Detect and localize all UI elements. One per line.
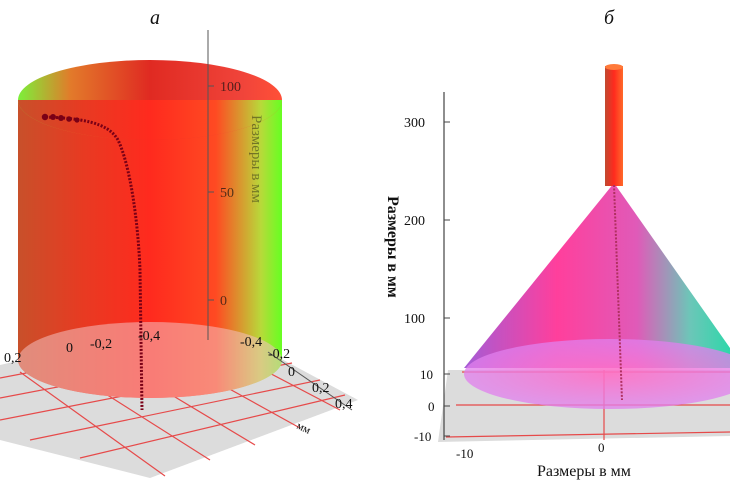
a-front-tick-1: 0,2 (4, 351, 22, 366)
cylinder-base (18, 322, 282, 398)
panel-b-base-ticks: 10 0 -10 (414, 367, 450, 444)
cylinder-body (18, 100, 282, 398)
b-y-tick-300: 300 (404, 116, 425, 131)
a-right-tick-3: 0,2 (312, 381, 330, 396)
cone-tube-top (605, 64, 623, 70)
panel-b-y-ticks: 300 200 100 (404, 116, 450, 327)
z-tick-0: 0 (220, 294, 227, 309)
cone-tube (605, 66, 623, 186)
a-right-tick-1: -0,2 (268, 347, 290, 362)
b-y-tick-100: 100 (404, 312, 425, 327)
cone-base (464, 339, 730, 409)
b-y-tick-200: 200 (404, 214, 425, 229)
a-front-tick-4: -0,4 (138, 329, 160, 344)
a-front-tick-3: -0,2 (90, 337, 112, 352)
panel-a-front-axis: 0,2 0 -0,2 -0,4 -0,4 (4, 329, 262, 366)
z-tick-100: 100 (220, 80, 241, 95)
b-x-tick-0: 0 (598, 440, 605, 455)
b-base-tick-10: 10 (420, 367, 433, 382)
panel-b-trajectory (613, 184, 623, 401)
b-base-tick-minus10: -10 (414, 429, 431, 444)
panel-b-y-title: Размеры в мм (384, 196, 401, 298)
panel-b-x-ticks: -10 0 (456, 440, 605, 461)
a-right-tick-4: 0,4 (335, 397, 353, 412)
panel-b: б 300 200 100 Размеры в мм 10 0 -10 (384, 7, 730, 480)
a-front-tick-2: 0 (66, 341, 73, 356)
panel-b-x-title: Размеры в мм (537, 463, 631, 480)
cylinder-front-rim (18, 100, 282, 140)
panel-a-z-title: Размеры в мм (248, 115, 264, 204)
panel-a-letter: а (150, 7, 160, 29)
panel-a-z-ticks: 100 50 0 (208, 80, 241, 309)
z-tick-50: 50 (220, 186, 234, 201)
panel-a-right-axis: -0,2 0 0,2 0,4 мм (267, 347, 353, 437)
panel-a-trajectory (41, 113, 144, 411)
a-corner-label: -0,4 (240, 335, 262, 350)
b-x-tick-minus10: -10 (456, 446, 473, 461)
panel-a: а 100 50 0 (0, 7, 358, 478)
b-base-tick-0: 0 (428, 399, 435, 414)
cone-body (464, 183, 730, 368)
a-side-label: мм (295, 420, 313, 437)
a-right-tick-2: 0 (288, 365, 295, 380)
panel-b-letter: б (604, 7, 615, 29)
